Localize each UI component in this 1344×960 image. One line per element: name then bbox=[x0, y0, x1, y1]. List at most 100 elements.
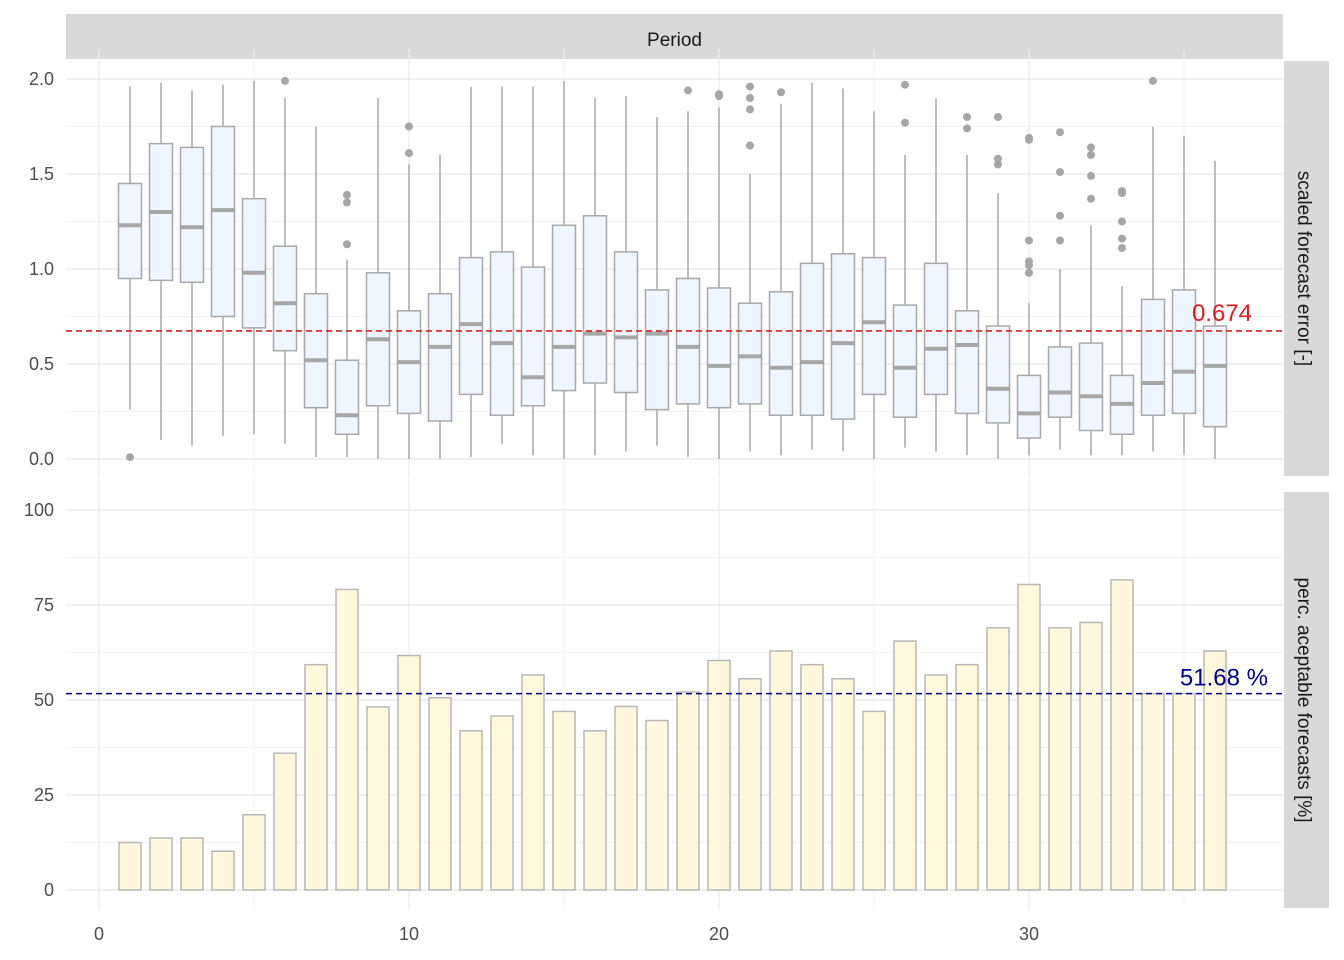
box-group bbox=[117, 86, 143, 462]
box-body bbox=[1140, 298, 1166, 417]
facet-strip-top-bg bbox=[66, 14, 1283, 59]
box-group bbox=[148, 82, 174, 440]
box-group bbox=[1047, 128, 1073, 450]
box-body bbox=[582, 215, 608, 384]
box-group bbox=[768, 88, 794, 456]
box-body bbox=[675, 277, 701, 405]
box-group bbox=[1016, 133, 1042, 456]
box-group bbox=[1171, 136, 1197, 456]
bar bbox=[180, 837, 204, 891]
box-body bbox=[613, 251, 639, 394]
box-outlier bbox=[746, 94, 754, 102]
box-outlier bbox=[343, 240, 351, 249]
box-group bbox=[334, 190, 360, 458]
box-group bbox=[985, 113, 1011, 459]
box-group bbox=[210, 84, 236, 437]
box-body bbox=[1047, 346, 1073, 418]
box-body bbox=[117, 182, 143, 280]
upper-y-tick-label: 0.0 bbox=[29, 449, 54, 469]
bar bbox=[1110, 579, 1134, 891]
box-body bbox=[551, 224, 577, 392]
box-group bbox=[861, 111, 887, 459]
box-outlier bbox=[1087, 151, 1095, 159]
box-outlier bbox=[994, 113, 1002, 121]
x-tick-label: 10 bbox=[399, 924, 419, 944]
bar bbox=[986, 627, 1010, 891]
bar bbox=[273, 752, 297, 891]
bar bbox=[893, 640, 917, 891]
box-outlier bbox=[746, 82, 754, 91]
box-outlier bbox=[1118, 187, 1126, 196]
lower-y-tick-label: 50 bbox=[34, 690, 54, 710]
box-outlier bbox=[1056, 236, 1064, 245]
box-outlier bbox=[343, 190, 351, 199]
lower-panel-bar: 0 25 50 75 100 51.68 % bbox=[24, 480, 1283, 910]
box-body bbox=[799, 262, 825, 417]
x-tick-label: 30 bbox=[1019, 924, 1039, 944]
box-body bbox=[520, 266, 546, 407]
upper-reference-label: 0.674 bbox=[1192, 300, 1252, 327]
box-group bbox=[396, 122, 422, 459]
right-strip-upper: scaled forecast error [-] bbox=[1284, 61, 1329, 476]
box-body bbox=[272, 245, 298, 352]
bar bbox=[149, 837, 173, 891]
box-outlier bbox=[1087, 143, 1095, 152]
box-body bbox=[179, 146, 205, 284]
bar bbox=[304, 663, 328, 891]
box-outlier bbox=[1025, 268, 1033, 277]
bar bbox=[583, 730, 607, 891]
x-axis: 0 10 20 30 bbox=[94, 924, 1039, 944]
bar bbox=[1141, 692, 1165, 891]
bar bbox=[800, 663, 824, 891]
box-outlier bbox=[715, 90, 723, 99]
box-body bbox=[737, 302, 763, 405]
box-body bbox=[985, 325, 1011, 424]
box-outlier bbox=[994, 154, 1002, 163]
bar bbox=[924, 674, 948, 891]
bar bbox=[1203, 650, 1227, 891]
box-outlier bbox=[1025, 133, 1033, 142]
box-outlier bbox=[1025, 236, 1033, 245]
bar bbox=[707, 659, 731, 891]
box-group bbox=[365, 98, 391, 459]
lower-y-tick-label: 75 bbox=[34, 595, 54, 615]
box-body bbox=[923, 262, 949, 396]
box-body bbox=[210, 125, 236, 318]
box-group bbox=[706, 90, 732, 459]
bar bbox=[428, 696, 452, 891]
box-outlier bbox=[1056, 168, 1064, 177]
box-outlier bbox=[1056, 128, 1064, 137]
right-strip-lower-bg bbox=[1284, 492, 1329, 908]
box-outlier bbox=[405, 122, 413, 131]
box-group bbox=[892, 80, 918, 448]
box-body bbox=[1016, 374, 1042, 439]
bar bbox=[459, 730, 483, 891]
box-outlier bbox=[963, 113, 971, 121]
box-group bbox=[737, 82, 763, 452]
box-group bbox=[644, 117, 670, 446]
box-body bbox=[241, 197, 267, 329]
upper-y-tick-label: 2.0 bbox=[29, 69, 54, 89]
box-outlier bbox=[1087, 194, 1095, 203]
bar bbox=[676, 691, 700, 891]
box-outlier bbox=[1118, 234, 1126, 243]
box-group bbox=[427, 155, 453, 459]
bar bbox=[552, 710, 576, 891]
upper-y-tick-label: 1.0 bbox=[29, 259, 54, 279]
box-body bbox=[644, 289, 670, 411]
box-outlier bbox=[1118, 217, 1126, 226]
box-group bbox=[179, 90, 205, 446]
bar bbox=[862, 710, 886, 891]
facet-strip-top: Period bbox=[66, 14, 1283, 59]
bar bbox=[955, 663, 979, 891]
box-body bbox=[830, 253, 856, 420]
box-outlier bbox=[1118, 244, 1126, 253]
box-body bbox=[334, 359, 360, 436]
box-outlier bbox=[281, 76, 289, 85]
upper-y-tick-label: 1.5 bbox=[29, 164, 54, 184]
bar bbox=[335, 588, 359, 891]
x-tick-label: 20 bbox=[709, 924, 729, 944]
bar bbox=[769, 650, 793, 891]
lower-ylabel: perc. aceptable forecasts [%] bbox=[1293, 577, 1314, 822]
box-group bbox=[272, 76, 298, 444]
